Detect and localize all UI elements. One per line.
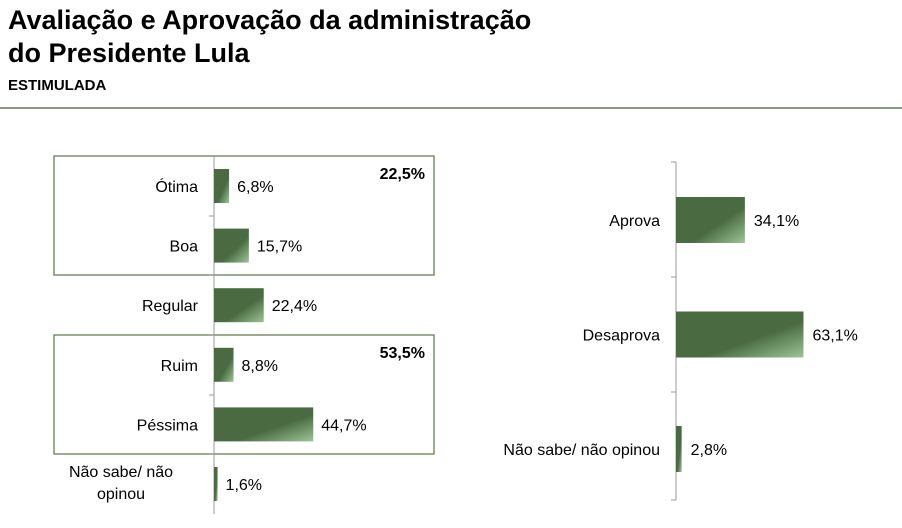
data-label: 44,7% bbox=[321, 417, 366, 434]
group-box-negative bbox=[53, 334, 435, 455]
title-line-2: do Presidente Lula bbox=[8, 38, 250, 68]
category-label: Péssima bbox=[137, 417, 198, 434]
bar bbox=[214, 407, 314, 442]
category-label: Regular bbox=[142, 298, 199, 315]
category-label: Aprova bbox=[609, 213, 660, 230]
bar bbox=[214, 467, 218, 501]
category-label: Não sabe/ não opinou bbox=[503, 442, 660, 459]
data-label: 34,1% bbox=[754, 213, 799, 230]
group-box-positive bbox=[53, 155, 435, 276]
group-total-label: 22,5% bbox=[380, 166, 425, 183]
title-line-1: Avaliação e Aprovação da administração bbox=[8, 5, 532, 35]
data-label: 22,4% bbox=[272, 298, 317, 315]
category-label: Ruim bbox=[161, 358, 198, 375]
category-label: Ótima bbox=[155, 177, 198, 196]
category-label: Desaprova bbox=[583, 328, 660, 345]
group-total-label: 53,5% bbox=[380, 345, 425, 362]
bar bbox=[676, 197, 745, 243]
category-label: Boa bbox=[170, 239, 199, 256]
header-divider bbox=[0, 107, 902, 109]
data-label: 8,8% bbox=[242, 358, 278, 375]
data-label: 6,8% bbox=[237, 179, 273, 196]
bar bbox=[214, 169, 230, 203]
subtitle: ESTIMULADA bbox=[8, 77, 107, 94]
bar bbox=[676, 311, 804, 358]
bar bbox=[214, 288, 264, 323]
data-label: 1,6% bbox=[226, 477, 262, 494]
data-label: 63,1% bbox=[812, 328, 857, 345]
category-label: opinou bbox=[97, 486, 145, 503]
bar bbox=[214, 228, 249, 263]
page-title: Avaliação e Aprovação da administração do… bbox=[8, 4, 708, 70]
data-label: 2,8% bbox=[691, 442, 727, 459]
bar bbox=[214, 347, 234, 382]
bar bbox=[676, 426, 682, 472]
category-label: Não sabe/ não bbox=[69, 464, 173, 481]
data-label: 15,7% bbox=[257, 239, 302, 256]
